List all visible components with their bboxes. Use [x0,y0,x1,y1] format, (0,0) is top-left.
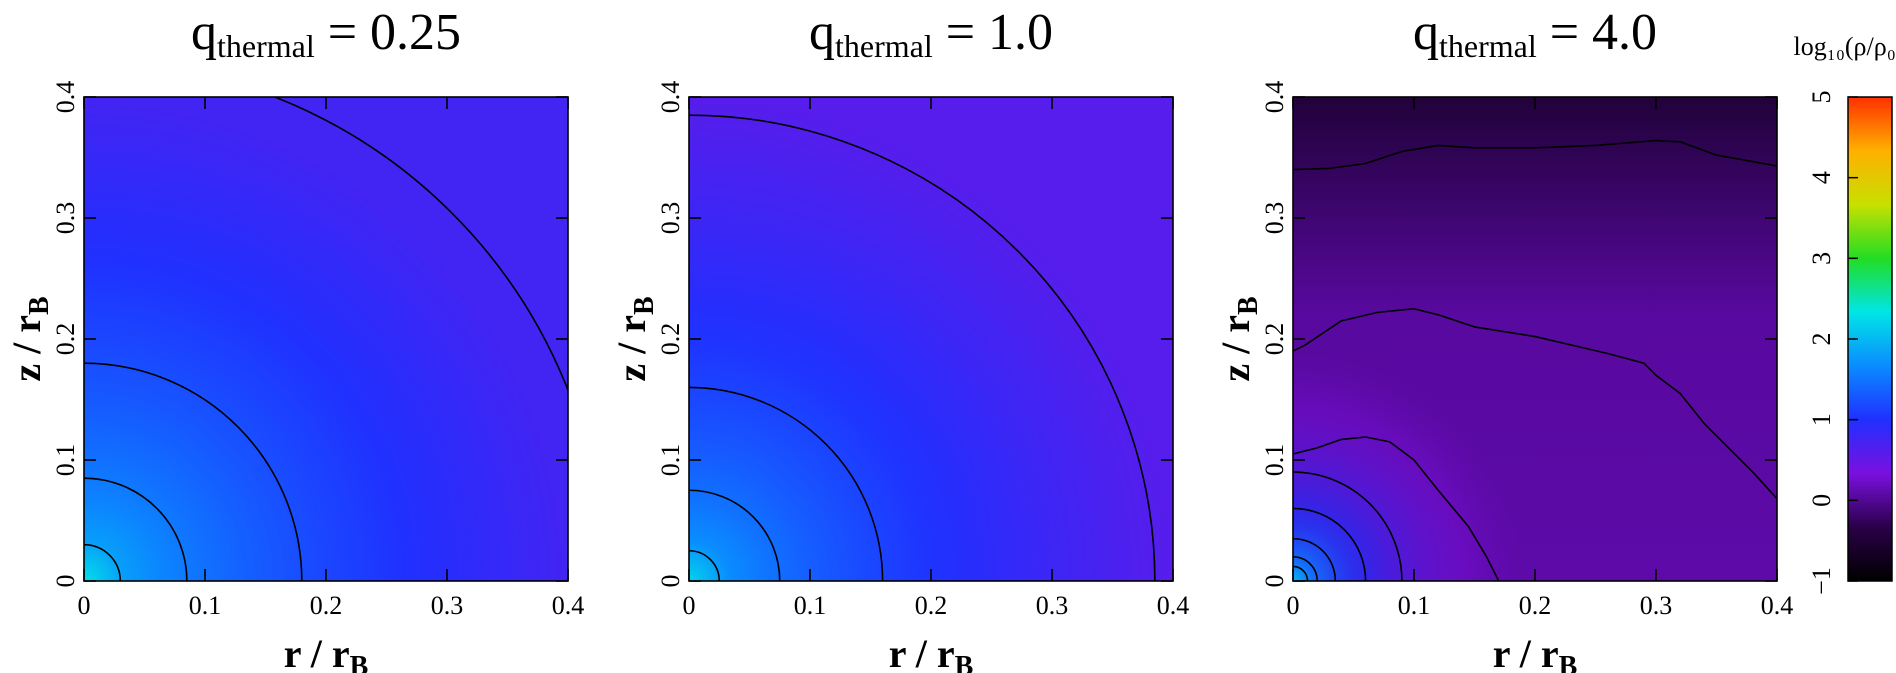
colorbar-tick-label: 1 [1807,413,1836,426]
panel-1-contour-4 [272,97,568,393]
panel-2-xtick-label: 0.4 [1157,591,1190,620]
panel-1-xtick-label: 0.1 [189,591,222,620]
panel-1: 0 0.1 0.2 0.3 0.4 0 0.1 0.2 0.3 0.4 qthermal = 0.… [4,4,584,673]
panel-2-contour-3 [689,386,884,581]
panel-1-contours [84,97,568,581]
panel-3-contour-5 [1293,471,1403,581]
colorbar-tick-label: 5 [1807,91,1836,104]
panel-1-xtick-label: 0 [78,591,91,620]
panel-2-ytick-label: 0.3 [656,202,685,235]
panel-1-contour-2 [84,477,188,581]
colorbar: −1 0 1 2 3 4 5 log₁₀(ρ/ρ₀) [1794,32,1896,595]
panel-3-ticks: 0 0.1 0.2 0.3 0.4 0 0.1 0.2 0.3 0.4 [1260,81,1793,620]
panel-2-density-map [689,97,1173,581]
panel-1-xtick-label: 0.2 [310,591,343,620]
panel-1-density-map [84,97,568,581]
panel-2-ytick-label: 0 [656,575,685,588]
panel-2-contour-4 [689,114,1156,581]
panel-2-title: qthermal = 1.0 [809,4,1053,64]
panel-3-xtick-label: 0 [1287,591,1300,620]
panel-1-xtick-label: 0.3 [431,591,464,620]
panel-3-ytick-label: 0.2 [1260,323,1289,356]
panel-1-ticks: 0 0.1 0.2 0.3 0.4 0 0.1 0.2 0.3 0.4 [51,81,584,620]
panel-2-ytick-label: 0.1 [656,444,685,477]
panel-3-contour-line-1 [1293,436,1500,581]
panel-3-ytick-label: 0.1 [1260,444,1289,477]
panel-3-ylabel: z / rB [1213,296,1264,381]
panel-2-contours [689,114,1156,581]
panel-2-ticks: 0 0.1 0.2 0.3 0.4 0 0.1 0.2 0.3 0.4 [656,81,1189,620]
colorbar-ticks: −1 0 1 2 3 4 5 [1807,91,1858,595]
panel-3-ytick-label: 0.3 [1260,202,1289,235]
panel-1-ytick-label: 0.2 [51,323,80,356]
panel-1-ylabel: z / rB [4,296,55,381]
panel-2: 0 0.1 0.2 0.3 0.4 0 0.1 0.2 0.3 0.4 qthermal = 1.… [609,4,1189,673]
panel-1-contour-1 [84,543,122,581]
panel-2-xtick-label: 0.1 [794,591,827,620]
colorbar-tick-label: −1 [1807,567,1836,595]
colorbar-tick-label: 0 [1807,494,1836,507]
colorbar-label: log₁₀(ρ/ρ₀) [1794,32,1896,61]
colorbar-tick-label: 2 [1807,333,1836,346]
colorbar-tick-label: 4 [1807,171,1836,184]
panel-2-xlabel: r / rB [889,631,974,673]
panel-3-contour-line-2 [1293,307,1777,500]
panel-2-ylabel: z / rB [609,296,660,381]
panel-1-xlabel: r / rB [284,631,369,673]
panel-3: 0 0.1 0.2 0.3 0.4 0 0.1 0.2 0.3 0.4 qthermal = 4.… [1213,4,1793,673]
panel-2-xtick-label: 0.2 [915,591,948,620]
panel-1-ytick-label: 0.1 [51,444,80,477]
panel-3-ytick-label: 0.4 [1260,81,1289,114]
panel-1-contour-3 [84,362,303,581]
panel-3-contours [1293,139,1777,581]
panel-3-contour-2 [1293,556,1318,581]
panel-2-ytick-label: 0.4 [656,81,685,114]
panel-1-title: qthermal = 0.25 [191,4,461,64]
panel-3-xtick-label: 0.2 [1519,591,1552,620]
panel-1-ytick-label: 0.3 [51,202,80,235]
panel-3-xtick-label: 0.4 [1761,591,1794,620]
panel-3-xtick-label: 0.3 [1640,591,1673,620]
panel-2-contour-2 [689,489,781,581]
panel-1-ytick-label: 0.4 [51,81,80,114]
panel-2-xtick-label: 0.3 [1036,591,1069,620]
panel-3-xlabel: r / rB [1493,631,1578,673]
panel-3-contour-1 [1293,565,1309,581]
panel-2-xtick-label: 0 [683,591,696,620]
panel-3-density-map [1293,97,1777,581]
panel-1-ytick-label: 0 [51,575,80,588]
panel-1-xtick-label: 0.4 [552,591,585,620]
panel-3-ytick-label: 0 [1260,575,1289,588]
panel-3-contour-3 [1293,537,1337,581]
colorbar-tick-label: 3 [1807,252,1836,265]
panel-3-title: qthermal = 4.0 [1413,4,1657,64]
panel-3-contour-4 [1293,507,1367,581]
panel-3-xtick-label: 0.1 [1398,591,1431,620]
panel-3-contour-line-3 [1293,139,1777,171]
panel-2-ytick-label: 0.2 [656,323,685,356]
panel-2-contour-1 [689,549,721,581]
